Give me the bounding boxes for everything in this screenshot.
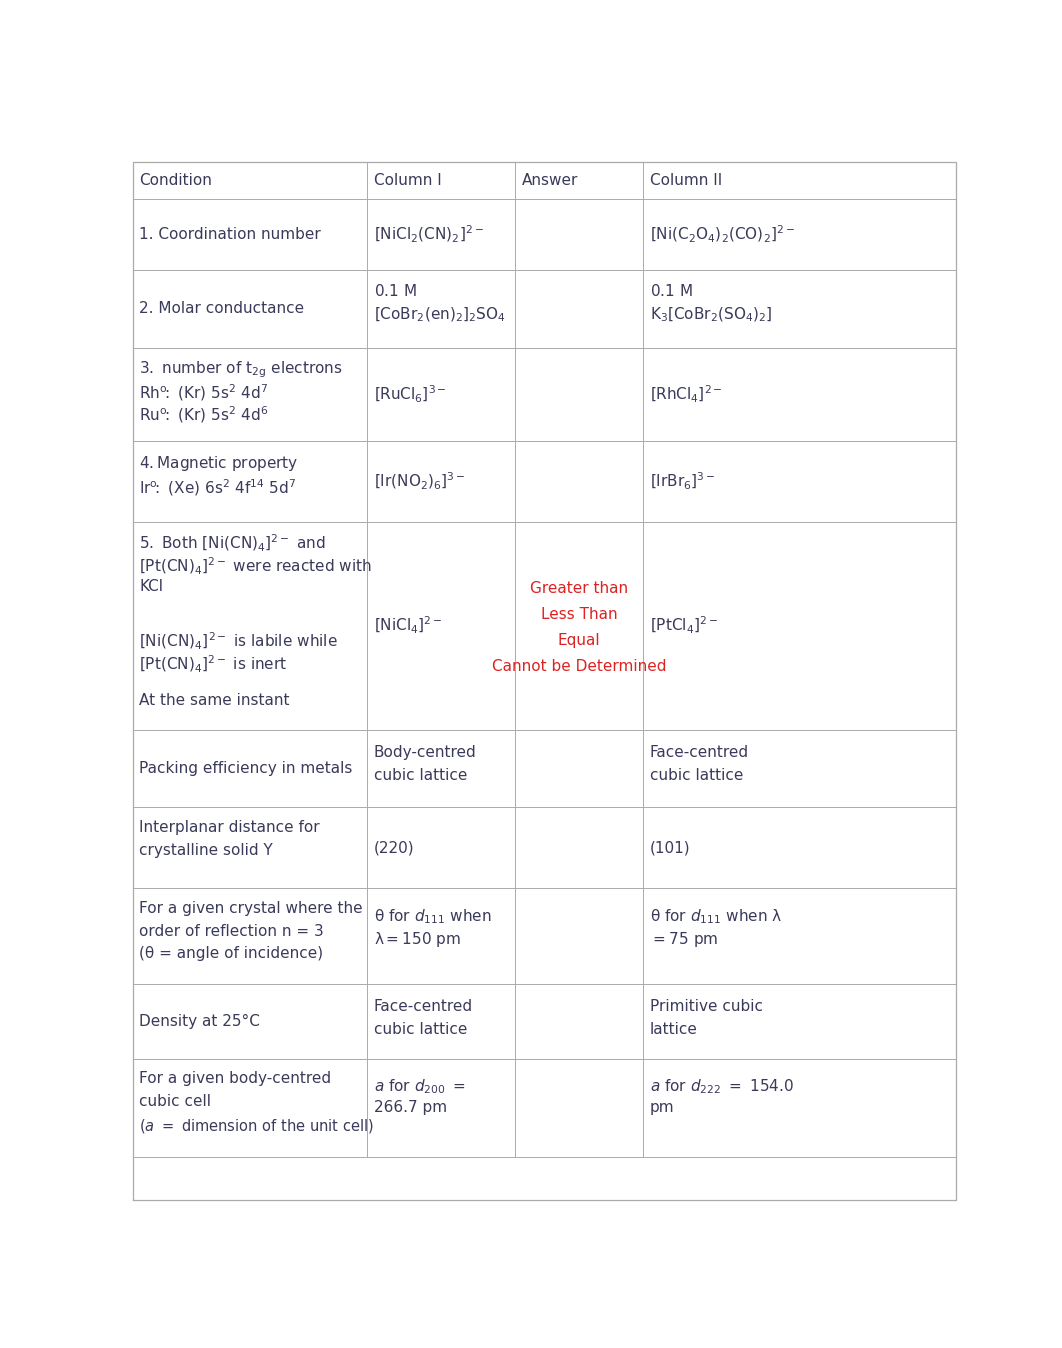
Text: (220): (220) (374, 840, 414, 856)
Text: $a\ \mathrm{for\ }d_{222}\mathrm{\ =\ 154.0}$: $a\ \mathrm{for\ }d_{222}\mathrm{\ =\ 15… (650, 1077, 793, 1096)
Text: $\mathrm{[IrBr_6]^{3-}}$: $\mathrm{[IrBr_6]^{3-}}$ (650, 470, 715, 492)
Text: $\mathrm{\lambda = 150\ pm}$: $\mathrm{\lambda = 150\ pm}$ (374, 930, 461, 949)
Text: lattice: lattice (650, 1022, 698, 1037)
Text: $\mathrm{Ir^o\!\!:\ (Xe)\ 6s^2\ 4f^{14}\ 5d^7}$: $\mathrm{Ir^o\!\!:\ (Xe)\ 6s^2\ 4f^{14}\… (139, 477, 296, 497)
Text: $(a\ =\ \mathrm{dimension\ of\ the\ unit\ cell})$: $(a\ =\ \mathrm{dimension\ of\ the\ unit… (139, 1116, 374, 1135)
Text: $\mathrm{K_3[CoBr_2(SO_4)_2]}$: $\mathrm{K_3[CoBr_2(SO_4)_2]}$ (650, 306, 772, 325)
Text: crystalline solid Y: crystalline solid Y (139, 842, 273, 857)
Text: Column I: Column I (374, 173, 442, 187)
Text: Column II: Column II (650, 173, 722, 187)
Text: At the same instant: At the same instant (139, 693, 290, 708)
Text: Equal: Equal (558, 634, 601, 648)
Text: $\mathrm{= 75\ pm}$: $\mathrm{= 75\ pm}$ (650, 930, 718, 949)
Text: $\mathrm{\theta\ for\ }d_{111}\mathrm{\ when\ \lambda}$: $\mathrm{\theta\ for\ }d_{111}\mathrm{\ … (650, 907, 782, 926)
Text: $\mathrm{[Pt(CN)_4]^{2-}\ is\ inert}$: $\mathrm{[Pt(CN)_4]^{2-}\ is\ inert}$ (139, 654, 288, 675)
Text: $\mathrm{[RhCl_4]^{2-}}$: $\mathrm{[RhCl_4]^{2-}}$ (650, 384, 722, 404)
Text: Less Than: Less Than (541, 607, 618, 621)
Text: (101): (101) (650, 840, 690, 856)
Text: $\mathrm{[Ni(C_2O_4)_2(CO)_2]^{2-}}$: $\mathrm{[Ni(C_2O_4)_2(CO)_2]^{2-}}$ (650, 224, 794, 245)
Text: order of reflection n = 3: order of reflection n = 3 (139, 923, 324, 938)
Text: $\mathrm{[PtCl_4]^{2-}}$: $\mathrm{[PtCl_4]^{2-}}$ (650, 615, 718, 636)
Text: $\mathrm{[NiCl_2(CN)_2]^{2-}}$: $\mathrm{[NiCl_2(CN)_2]^{2-}}$ (374, 224, 484, 245)
Text: Interplanar distance for: Interplanar distance for (139, 820, 320, 834)
Text: 266.7 pm: 266.7 pm (374, 1100, 447, 1115)
Text: $a\ \mathrm{for\ }d_{200}\mathrm{\ =}$: $a\ \mathrm{for\ }d_{200}\mathrm{\ =}$ (374, 1077, 465, 1096)
Text: Packing efficiency in metals: Packing efficiency in metals (139, 762, 353, 776)
Text: 1. Coordination number: 1. Coordination number (139, 226, 321, 241)
Text: Face-centred: Face-centred (374, 999, 473, 1015)
Text: $\mathrm{[Ni(CN)_4]^{2-}\ is\ labile\ while}$: $\mathrm{[Ni(CN)_4]^{2-}\ is\ labile\ wh… (139, 631, 338, 652)
Text: Body-centred: Body-centred (374, 745, 477, 760)
Text: cubic lattice: cubic lattice (374, 1022, 467, 1037)
Text: Face-centred: Face-centred (650, 745, 749, 760)
Text: (θ = angle of incidence): (θ = angle of incidence) (139, 946, 324, 961)
Text: $\mathrm{0.1\ M}$: $\mathrm{0.1\ M}$ (374, 283, 416, 299)
Text: cubic lattice: cubic lattice (374, 768, 467, 783)
Text: Cannot be Determined: Cannot be Determined (492, 659, 667, 674)
Text: $\mathrm{[RuCl_6]^{3-}}$: $\mathrm{[RuCl_6]^{3-}}$ (374, 384, 447, 404)
Text: Condition: Condition (139, 173, 212, 187)
Text: Answer: Answer (523, 173, 579, 187)
Text: $\mathrm{4.Magnetic\ property}$: $\mathrm{4.Magnetic\ property}$ (139, 454, 298, 473)
Text: Primitive cubic: Primitive cubic (650, 999, 763, 1015)
Text: $\mathrm{\theta\ for\ }d_{111}\mathrm{\ when}$: $\mathrm{\theta\ for\ }d_{111}\mathrm{\ … (374, 907, 492, 926)
Text: Greater than: Greater than (530, 581, 629, 596)
Text: KCl: KCl (139, 580, 164, 594)
Text: $\mathrm{Rh^o\!\!:\ (Kr)\ 5s^2\ 4d^7}$: $\mathrm{Rh^o\!\!:\ (Kr)\ 5s^2\ 4d^7}$ (139, 381, 269, 403)
Text: $\mathrm{5.\ Both\ [Ni(CN)_4]^{2-}\ and}$: $\mathrm{5.\ Both\ [Ni(CN)_4]^{2-}\ and}… (139, 534, 326, 554)
Text: $\mathrm{[CoBr_2(en)_2]_2SO_4}$: $\mathrm{[CoBr_2(en)_2]_2SO_4}$ (374, 306, 506, 325)
Text: For a given crystal where the: For a given crystal where the (139, 900, 363, 915)
Text: 2. Molar conductance: 2. Molar conductance (139, 301, 305, 317)
Text: $\mathrm{[Pt(CN)_4]^{2-}\ were\ reacted\ with}$: $\mathrm{[Pt(CN)_4]^{2-}\ were\ reacted\… (139, 557, 372, 577)
Text: $\mathrm{Ru^o\!\!:\ (Kr)\ 5s^2\ 4d^6}$: $\mathrm{Ru^o\!\!:\ (Kr)\ 5s^2\ 4d^6}$ (139, 404, 269, 426)
Text: cubic cell: cubic cell (139, 1093, 211, 1109)
Text: cubic lattice: cubic lattice (650, 768, 743, 783)
Text: $\mathrm{[Ir(NO_2)_6]^{3-}}$: $\mathrm{[Ir(NO_2)_6]^{3-}}$ (374, 470, 465, 492)
Text: $\mathrm{0.1\ M}$: $\mathrm{0.1\ M}$ (650, 283, 692, 299)
Text: Density at 25°C: Density at 25°C (139, 1014, 260, 1029)
Text: pm: pm (650, 1100, 674, 1115)
Text: $\mathrm{[NiCl_4]^{2-}}$: $\mathrm{[NiCl_4]^{2-}}$ (374, 615, 443, 636)
Text: $\mathrm{3.\ number\ of\ t_{2g}\ electrons}$: $\mathrm{3.\ number\ of\ t_{2g}\ electro… (139, 359, 343, 380)
Text: For a given body-centred: For a given body-centred (139, 1072, 331, 1086)
